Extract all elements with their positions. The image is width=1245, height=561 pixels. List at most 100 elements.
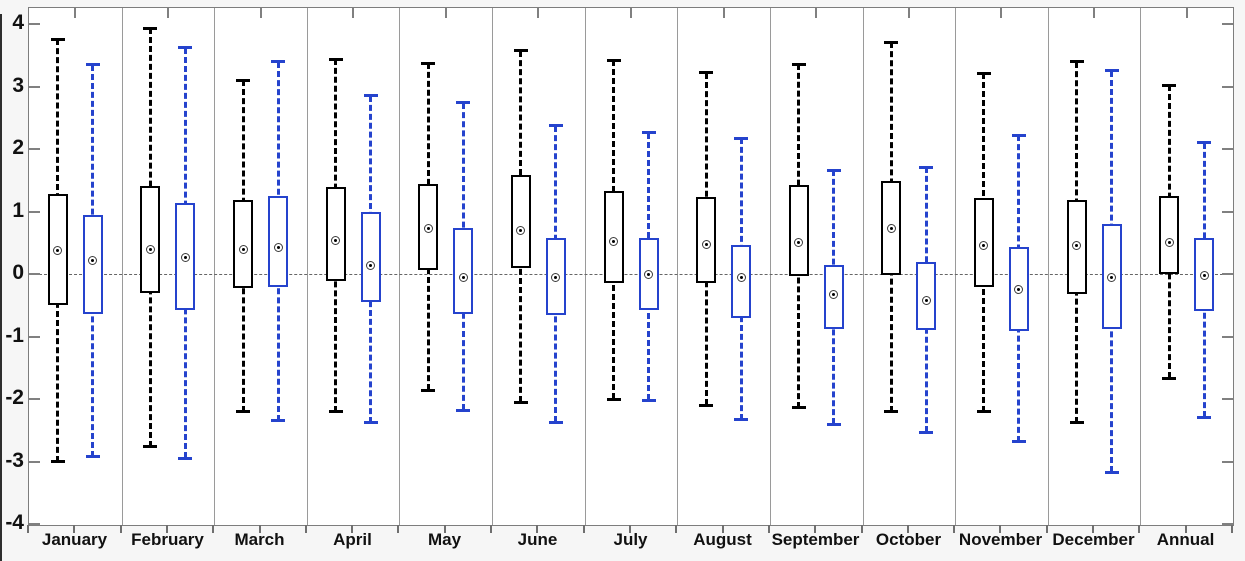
box-series-1-black-april [325, 187, 346, 281]
mean-marker-series-1-black-april [331, 236, 341, 246]
whisker-cap-high-series-1-black-february [143, 26, 158, 30]
y-tick-right [1222, 335, 1233, 338]
whisker-cap-low-series-1-black-august [699, 403, 714, 407]
x-label-april: April [333, 530, 372, 549]
whisker-cap-low-series-1-black-december [1069, 421, 1084, 425]
x-label-june: June [517, 530, 558, 549]
whisker-cap-low-series-2-blue-october [919, 430, 934, 434]
x-tick-bottom [166, 525, 168, 533]
y-tick-left [29, 523, 40, 525]
box-series-1-black-june [510, 175, 531, 269]
x-tick-bottom [861, 525, 863, 533]
whisker-cap-low-series-2-blue-april [363, 421, 378, 425]
x-label-july: July [613, 530, 648, 549]
mean-marker-series-1-black-october [886, 223, 896, 233]
x-tick-top [537, 8, 539, 18]
mean-marker-series-1-black-september [794, 238, 804, 248]
column-separator [677, 8, 678, 525]
x-tick-bottom [536, 525, 538, 533]
whisker-cap-high-series-1-black-september [791, 62, 806, 66]
x-label-august: August [693, 530, 752, 549]
whisker-cap-low-series-2-blue-june [548, 420, 563, 424]
mean-marker-series-2-blue-june [551, 272, 561, 282]
y-tick-label: -4 [5, 511, 24, 534]
y-tick-label: 0 [12, 261, 24, 284]
x-tick-bottom [397, 525, 399, 533]
y-tick-right [1222, 85, 1233, 88]
whisker-cap-high-series-1-black-april [328, 57, 343, 61]
column-separator [214, 8, 215, 525]
column-separator [122, 8, 123, 525]
mean-marker-series-1-black-may [423, 223, 433, 233]
x-tick-bottom [259, 525, 261, 533]
y-tick-label: -1 [5, 323, 24, 347]
whisker-cap-high-series-1-black-january [50, 37, 65, 41]
mean-marker-series-2-blue-august [736, 272, 746, 282]
figure-left-edge [0, 14, 2, 561]
x-tick-bottom [1185, 525, 1187, 533]
whisker-cap-high-series-1-black-december [1069, 60, 1084, 63]
column-separator [955, 8, 956, 525]
y-tick-left [29, 148, 40, 150]
whisker-cap-low-series-2-blue-may [456, 408, 471, 412]
x-tick-bottom [1138, 525, 1140, 533]
y-tick-label: 1 [12, 198, 24, 222]
whisker-cap-low-series-1-black-february [143, 445, 158, 448]
x-label-september: September [771, 530, 860, 549]
y-tick-right [1222, 210, 1233, 213]
y-tick-right [1222, 148, 1233, 150]
whisker-cap-low-series-1-black-september [791, 406, 806, 410]
x-label-may: May [427, 530, 462, 549]
whisker-cap-high-series-2-blue-february [178, 46, 193, 50]
y-tick-label: -3 [5, 448, 24, 472]
y-tick-left [29, 398, 40, 400]
whisker-cap-high-series-2-blue-august [734, 136, 749, 140]
y-tick-left [29, 85, 40, 88]
x-tick-top [815, 8, 817, 18]
x-tick-bottom [814, 525, 816, 533]
mean-marker-series-2-blue-annual [1199, 271, 1209, 281]
x-label-january: January [41, 530, 108, 549]
box-series-1-black-september [788, 185, 809, 276]
x-tick-bottom [1092, 525, 1094, 533]
mean-marker-series-1-black-december [1072, 241, 1082, 251]
mean-marker-series-2-blue-october [921, 295, 931, 305]
x-tick-top [1093, 8, 1095, 18]
column-separator [1140, 8, 1141, 525]
y-tick-right [1222, 523, 1233, 525]
y-tick-label: 2 [12, 136, 24, 159]
plot-area [28, 7, 1234, 526]
x-tick-bottom [351, 525, 353, 533]
y-tick-left [29, 23, 40, 25]
box-series-2-blue-may [453, 227, 474, 314]
mean-marker-series-2-blue-march [273, 242, 283, 252]
whisker-cap-low-series-2-blue-january [85, 455, 100, 458]
x-label-march: March [234, 530, 285, 549]
x-tick-bottom [629, 525, 631, 533]
box-series-2-blue-march [268, 195, 289, 288]
whisker-cap-high-series-2-blue-july [641, 131, 656, 135]
whisker-cap-low-series-1-black-annual [1162, 376, 1177, 380]
whisker-cap-high-series-2-blue-december [1104, 69, 1119, 73]
whisker-cap-low-series-1-black-october [884, 410, 899, 413]
x-tick-bottom [953, 525, 955, 533]
y-tick-label: 4 [12, 11, 24, 34]
whisker-cap-low-series-2-blue-december [1104, 470, 1119, 474]
x-tick-bottom [907, 525, 909, 533]
mean-marker-series-1-black-january [53, 245, 63, 255]
x-tick-bottom [583, 525, 585, 533]
mean-marker-series-2-blue-july [644, 269, 653, 279]
mean-marker-series-2-blue-february [180, 252, 190, 262]
mean-marker-series-2-blue-may [458, 273, 468, 283]
whisker-cap-low-series-1-black-may [421, 388, 436, 392]
whisker-cap-high-series-2-blue-september [826, 168, 841, 172]
x-tick-bottom [27, 525, 29, 533]
box-series-1-black-annual [1159, 195, 1180, 274]
whisker-cap-low-series-2-blue-february [178, 456, 193, 460]
whisker-cap-low-series-1-black-april [328, 410, 343, 413]
whisker-cap-low-series-2-blue-november [1011, 440, 1026, 443]
zero-reference-line [29, 274, 1233, 275]
whisker-cap-high-series-2-blue-november [1011, 133, 1026, 137]
whisker-cap-low-series-2-blue-annual [1197, 415, 1212, 419]
column-separator [307, 8, 308, 525]
